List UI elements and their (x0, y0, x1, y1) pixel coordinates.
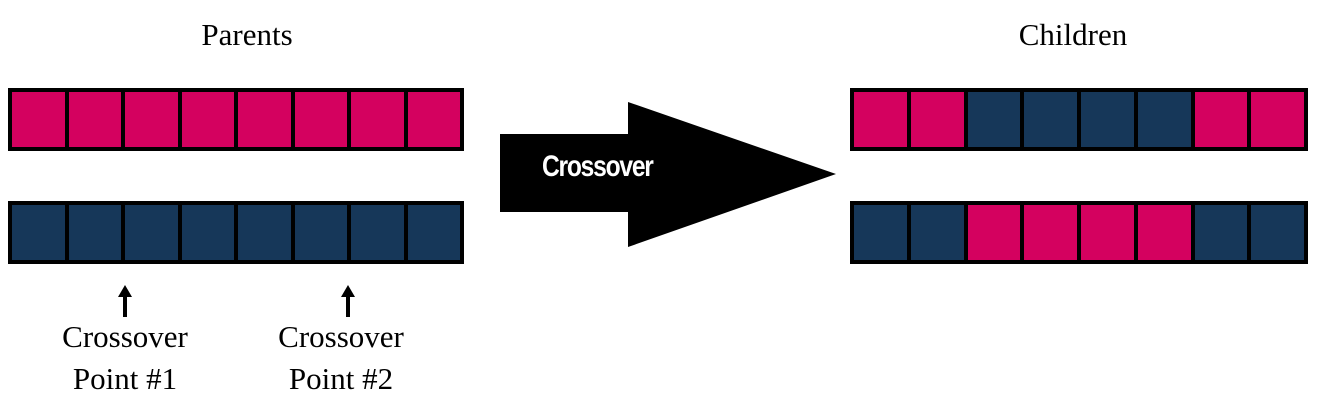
gene-navy (1194, 205, 1248, 260)
crossover-arrow-shape (500, 102, 836, 247)
gene-magenta (967, 205, 1021, 260)
gene-magenta (910, 92, 964, 147)
child-chromosome-1 (850, 88, 1308, 151)
gene-navy (125, 205, 178, 260)
up-arrow-icon (341, 285, 355, 317)
gene-navy (1251, 205, 1304, 260)
gene-magenta (294, 92, 347, 147)
gene-magenta (12, 92, 65, 147)
gene-navy (967, 92, 1021, 147)
gene-magenta (854, 92, 907, 147)
gene-navy (294, 205, 347, 260)
crossover-label: Crossover (542, 150, 654, 183)
crossover-point-2-line2: Point #2 (288, 361, 394, 396)
parent-chromosome-1 (8, 88, 464, 151)
parents-title: Parents (201, 17, 293, 52)
crossover-point-1-line2: Point #1 (72, 361, 178, 396)
gene-navy (1081, 92, 1134, 147)
gene-navy (407, 205, 460, 260)
gene-navy (181, 205, 234, 260)
gene-magenta (1137, 205, 1191, 260)
up-arrow-icon (118, 285, 132, 317)
child-chromosome-2 (850, 201, 1308, 264)
gene-magenta (1081, 205, 1134, 260)
gene-navy (854, 205, 907, 260)
crossover-arrow-icon (500, 102, 836, 247)
gene-magenta (407, 92, 460, 147)
gene-navy (351, 205, 404, 260)
parent-chromosome-2 (8, 201, 464, 264)
crossover-point-2-label: Crossover Point #2 (278, 316, 404, 400)
gene-navy (68, 205, 121, 260)
gene-navy (910, 205, 964, 260)
crossover-point-2-line1: Crossover (278, 319, 404, 354)
crossover-point-1-label: Crossover Point #1 (62, 316, 188, 400)
gene-magenta (351, 92, 404, 147)
gene-navy (1137, 92, 1191, 147)
children-title: Children (1018, 17, 1128, 52)
gene-magenta (1251, 92, 1304, 147)
crossover-point-1-line1: Crossover (62, 319, 188, 354)
gene-magenta (1024, 205, 1077, 260)
gene-navy (1024, 92, 1077, 147)
gene-magenta (181, 92, 234, 147)
gene-magenta (125, 92, 178, 147)
gene-magenta (68, 92, 121, 147)
gene-navy (12, 205, 65, 260)
gene-navy (238, 205, 291, 260)
gene-magenta (1194, 92, 1248, 147)
gene-magenta (238, 92, 291, 147)
